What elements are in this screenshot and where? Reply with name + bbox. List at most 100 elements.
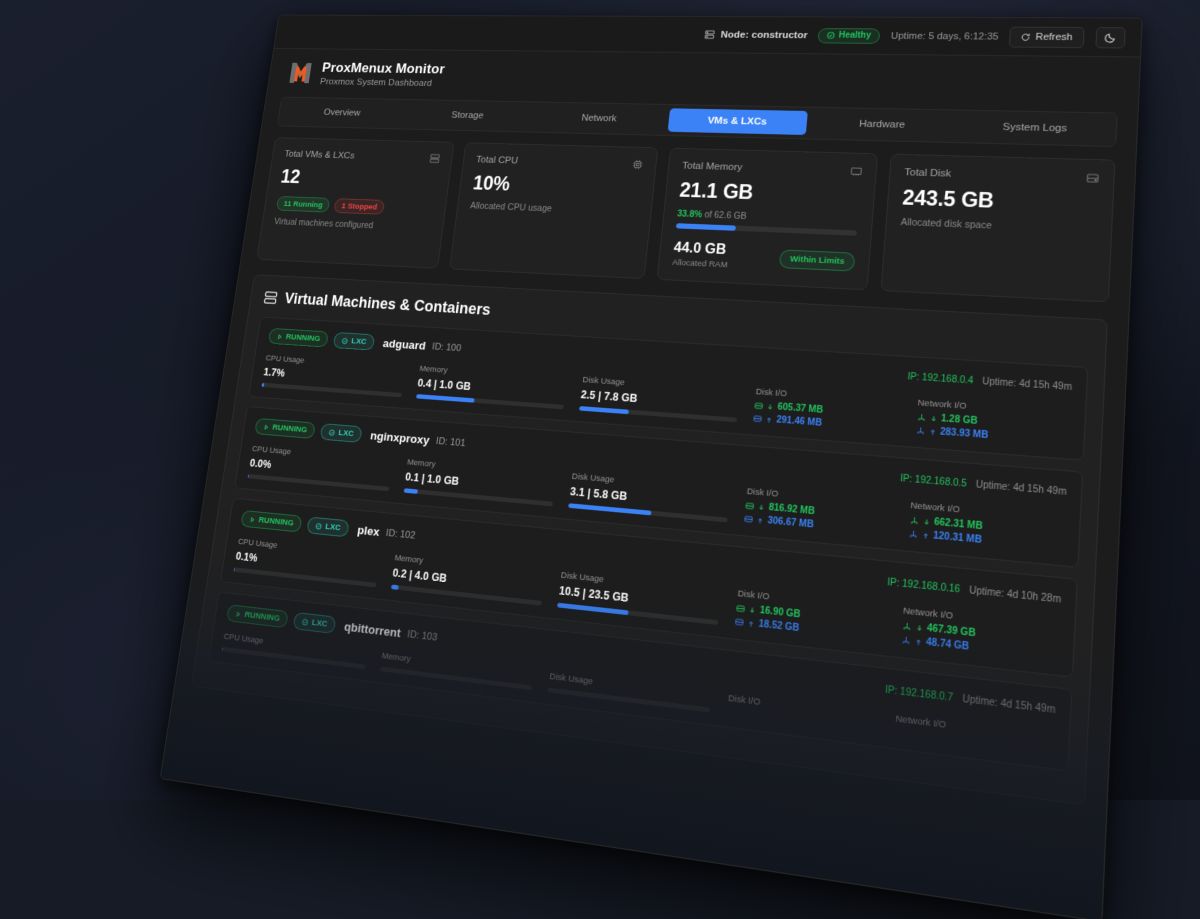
metric-cpu: CPU Usage 1.7% (261, 354, 405, 398)
metric-memory: Memory 0.1 | 1.0 GB (403, 457, 557, 506)
network-icon (916, 413, 925, 422)
card-total-vms: Total VMs & LXCs 12 11 Running 1 Stopped… (256, 137, 454, 269)
vm-section: Virtual Machines & Containers RUNNING LX… (191, 274, 1108, 805)
vm-status-badge: RUNNING (226, 604, 289, 628)
arrow-up-icon (747, 619, 755, 628)
card-label: Total VMs & LXCs (284, 149, 440, 163)
vm-type-label: LXC (325, 522, 342, 533)
uptime-label: Uptime: 5 days, 6:12:35 (891, 31, 999, 42)
metric-disk-io: Disk I/O (727, 693, 878, 733)
network-icon (909, 516, 918, 525)
memory-of-total: of 62.6 GB (701, 210, 746, 221)
vm-id: ID: 102 (385, 527, 416, 541)
refresh-button[interactable]: Refresh (1009, 26, 1084, 47)
card-hint: Allocated CPU usage (470, 201, 639, 218)
memory-footer: 44.0 GB Allocated RAM Within Limits (672, 240, 856, 276)
hard-drive-icon (1085, 172, 1100, 185)
within-limits-badge: Within Limits (779, 249, 855, 271)
refresh-label: Refresh (1035, 32, 1073, 43)
metric-network-io: Network I/O 1.28 GB 283.93 MB (915, 398, 1070, 447)
vm-type-badge: LXC (320, 423, 363, 443)
memory-icon (849, 165, 863, 178)
memory-progress-bar (676, 223, 857, 236)
vm-status-badge: RUNNING (254, 418, 316, 439)
vm-uptime: Uptime: 4d 15h 49m (975, 480, 1067, 498)
vm-meta: IP: 192.168.0.7 Uptime: 4d 15h 49m (885, 685, 1056, 716)
running-chip: 11 Running (276, 196, 331, 212)
vm-uptime: Uptime: 4d 10h 28m (969, 585, 1062, 605)
page-title: ProxMenux Monitor (321, 60, 446, 77)
vm-status-label: RUNNING (244, 610, 281, 624)
card-label: Total CPU (475, 155, 643, 170)
card-value: 243.5 GB (902, 186, 1098, 217)
metric-cpu: CPU Usage (222, 632, 368, 670)
play-icon (235, 610, 242, 618)
status-badge: Healthy (817, 28, 880, 44)
arrow-down-icon (915, 623, 923, 632)
card-label: Total Disk (904, 167, 1099, 184)
status-badge-label: Healthy (838, 31, 871, 41)
metric-disk-io: Disk I/O 816.92 MB 306.67 MB (744, 486, 893, 537)
arrow-up-icon (765, 416, 773, 424)
moon-icon (1104, 32, 1116, 43)
metric-disk-io: Disk I/O 605.37 MB 291.46 MB (753, 387, 901, 434)
vm-status-label: RUNNING (272, 423, 308, 435)
vm-type-label: LXC (311, 618, 328, 630)
metric-disk-io: Disk I/O 16.90 GB 18.52 GB (735, 588, 886, 643)
vm-id: ID: 100 (432, 341, 462, 353)
page-subtitle: Proxmox System Dashboard (319, 77, 443, 88)
vm-meta: IP: 192.168.0.5 Uptime: 4d 15h 49m (900, 474, 1067, 498)
card-value: 21.1 GB (679, 179, 861, 209)
dashboard-window: Node: constructor Healthy Uptime: 5 days… (160, 15, 1143, 919)
vm-status-badge: RUNNING (268, 328, 329, 348)
metric-label-network-io: Network I/O (895, 713, 1054, 744)
tab-storage[interactable]: Storage (404, 103, 532, 128)
vm-status-label: RUNNING (258, 515, 294, 528)
disk-io-write-value: 306.67 MB (767, 516, 814, 531)
tab-hardware[interactable]: Hardware (809, 111, 956, 138)
arrow-down-icon (766, 403, 774, 411)
hard-drive-icon (735, 617, 744, 627)
perspective-stage: Node: constructor Healthy Uptime: 5 days… (0, 0, 1200, 800)
box-icon (342, 337, 349, 344)
vm-name: plex (357, 523, 381, 538)
vm-name: adguard (382, 337, 426, 352)
hard-drive-icon (744, 515, 753, 524)
metric-network-io: Network I/O 662.31 MB 120.31 MB (908, 500, 1065, 553)
metric-memory: Memory (380, 651, 535, 690)
refresh-icon (1021, 32, 1031, 41)
check-circle-icon (827, 32, 836, 40)
vm-uptime: Uptime: 4d 15h 49m (962, 694, 1056, 716)
proxmenux-logo-icon (286, 60, 315, 87)
vm-ip: IP: 192.168.0.7 (885, 685, 954, 704)
network-icon (908, 529, 917, 539)
arrow-down-icon (922, 517, 930, 525)
metric-network-io: Network I/O 467.39 GB 48.74 GB (901, 606, 1060, 663)
card-value: 10% (472, 172, 642, 200)
theme-toggle-button[interactable] (1095, 27, 1125, 48)
tab-vms-lxcs[interactable]: VMs & LXCs (668, 108, 808, 135)
card-hint: Virtual machines configured (273, 217, 430, 233)
network-icon (901, 635, 911, 645)
arrow-up-icon (928, 427, 936, 435)
network-io-rx-value: 662.31 MB (934, 517, 983, 532)
network-io-tx-value: 48.74 GB (926, 637, 970, 653)
disk-io-write-value: 18.52 GB (758, 619, 800, 634)
network-io-rx-value: 1.28 GB (941, 414, 978, 427)
disk-io-read-value: 605.37 MB (777, 402, 823, 415)
disk-io-read-value: 16.90 GB (759, 605, 800, 620)
tab-network[interactable]: Network (533, 106, 667, 132)
network-io-rx-value: 467.39 GB (927, 623, 976, 639)
tab-system-logs[interactable]: System Logs (958, 114, 1112, 142)
vm-ip: IP: 192.168.0.4 (907, 372, 973, 387)
card-value: 12 (279, 166, 437, 193)
box-icon (302, 618, 309, 626)
play-icon (249, 516, 256, 524)
tab-overview[interactable]: Overview (281, 101, 404, 126)
vm-status-badge: RUNNING (240, 510, 302, 532)
play-icon (263, 423, 270, 430)
vm-state-chips: 11 Running 1 Stopped (276, 196, 434, 217)
hard-drive-icon (753, 414, 762, 423)
metric-disk: Disk Usage (548, 671, 712, 712)
metric-cpu: CPU Usage 0.0% (248, 444, 394, 491)
